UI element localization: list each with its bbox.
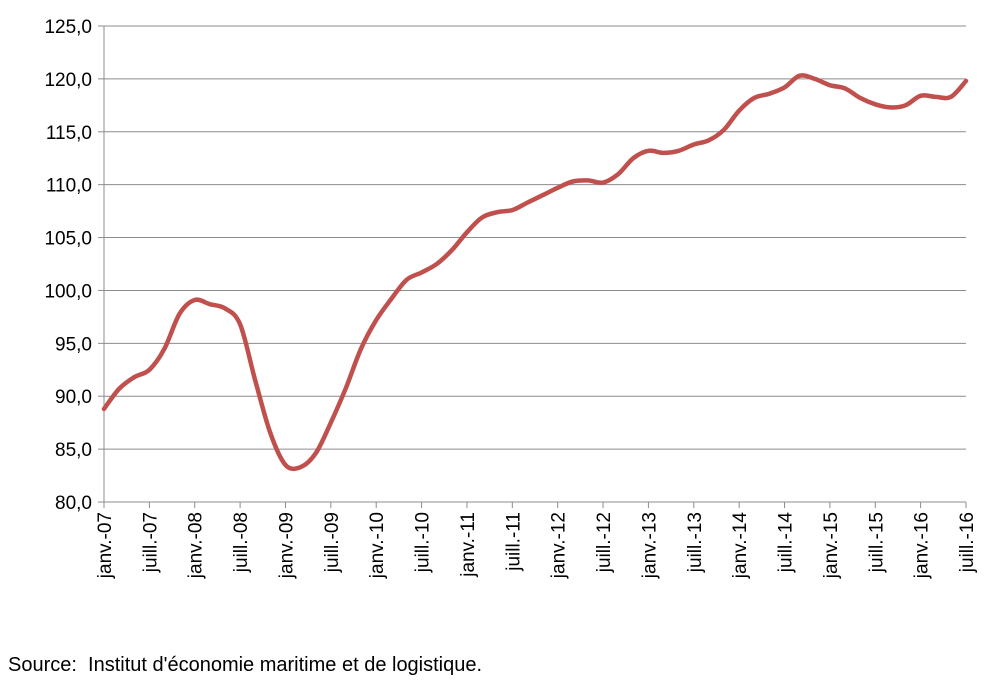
y-tick-label: 90,0 (55, 387, 92, 408)
x-tick-label: juill.-07 (140, 512, 161, 573)
y-tick-label: 105,0 (44, 229, 92, 250)
series-line (101, 73, 969, 472)
series-group (101, 73, 969, 472)
axes (103, 26, 966, 503)
x-tick-label: janv.-08 (186, 512, 207, 579)
y-tick-label: 100,0 (44, 281, 92, 302)
y-tick-label: 80,0 (55, 493, 92, 514)
x-tick-label: janv.-16 (912, 512, 933, 579)
y-tick-label: 95,0 (55, 334, 92, 355)
y-tick-label: 85,0 (55, 440, 92, 461)
y-tick-label: 125,0 (44, 17, 92, 38)
x-axis-tick-labels: janv.-07 juill.-07 janv.-08 juill.-08 janv.-… (95, 502, 978, 579)
x-tick-label: juill.-12 (594, 512, 615, 573)
y-axis-tick-labels: 80,0 85,0 90,0 95,0 100,0 105,0 110,0 115,0 120,… (44, 17, 92, 514)
x-tick-label: janv.-11 (458, 512, 479, 578)
x-tick-label: juill.-16 (957, 512, 978, 573)
x-tick-label: juill.-15 (866, 512, 887, 573)
x-tick-label: juill.-08 (231, 512, 252, 573)
x-tick-label: janv.-12 (549, 512, 570, 579)
x-tick-label: janv.-13 (639, 512, 660, 579)
x-tick-label: janv.-09 (276, 512, 297, 579)
x-tick-label: juill.-14 (776, 512, 797, 574)
x-tick-label: janv.-10 (367, 512, 388, 579)
x-tick-label: juill.-10 (413, 512, 434, 573)
line-chart: 80,0 85,0 90,0 95,0 100,0 105,0 110,0 115,0 120,… (44, 17, 978, 579)
y-tick-label: 115,0 (46, 123, 92, 144)
y-tick-label: 110,0 (46, 176, 92, 197)
x-tick-label: janv.-07 (95, 512, 116, 579)
x-tick-label: juill.-11 (503, 512, 524, 572)
x-tick-label: janv.-14 (730, 512, 751, 580)
gridlines (98, 25, 966, 503)
x-tick-label: juill.-13 (685, 512, 706, 573)
y-tick-label: 120,0 (44, 70, 92, 91)
source-note: Source: Institut d'économie maritime et … (8, 654, 483, 676)
x-tick-label: janv.-15 (821, 512, 842, 579)
x-tick-label: juill.-09 (322, 512, 343, 573)
